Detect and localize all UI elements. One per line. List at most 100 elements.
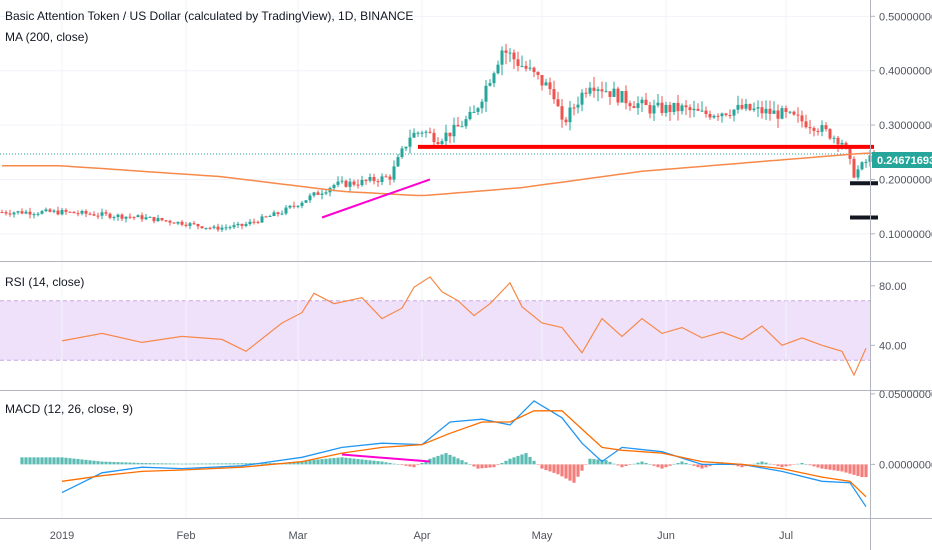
candle-body	[724, 113, 728, 116]
candle-body	[252, 221, 256, 223]
macd-histogram-bar	[220, 463, 224, 465]
macd-histogram-bar	[464, 462, 468, 465]
macd-histogram-bar	[184, 463, 188, 465]
candle-body	[20, 211, 24, 214]
candle-body	[852, 158, 856, 178]
candle-body	[148, 216, 152, 218]
macd-histogram-bar	[452, 456, 456, 465]
macd-histogram-bar	[208, 463, 212, 465]
signal-line	[61, 410, 867, 498]
candle-body	[832, 137, 836, 139]
candle-body	[648, 105, 652, 114]
macd-histogram-bar	[164, 463, 168, 465]
macd-histogram-bar	[692, 464, 696, 466]
candle-body	[584, 92, 588, 94]
macd-histogram-bar	[24, 457, 28, 465]
candle-body	[408, 137, 412, 147]
macd-histogram-bar	[492, 464, 496, 468]
macd-histogram-bar	[524, 453, 528, 465]
candle-body	[388, 176, 392, 180]
labels-layer: 2019 Feb Mar Apr May Jun Jul 0.50000000 0.400000…	[50, 11, 932, 542]
macd-histogram-bar	[544, 464, 548, 471]
macd-histogram-bar	[200, 463, 204, 465]
macd-histogram-bar	[832, 464, 836, 471]
candle-body	[384, 176, 388, 178]
candle-body	[636, 103, 640, 108]
candle-body	[640, 99, 644, 104]
candle-body	[260, 216, 264, 223]
candle-body	[160, 218, 164, 221]
candle-body	[556, 99, 560, 107]
candle-body	[588, 87, 592, 94]
macd-histogram-bar	[436, 455, 440, 465]
candle-body	[596, 89, 600, 91]
macd-histogram-bar	[32, 457, 36, 465]
macd-histogram-bar	[440, 454, 444, 465]
candle-body	[532, 67, 536, 72]
candle-body	[4, 212, 8, 214]
candle-body	[156, 218, 160, 222]
macd-histogram-bar	[864, 464, 868, 478]
candle-body	[764, 108, 768, 114]
candle-body	[40, 211, 44, 214]
macd-histogram-bar	[300, 460, 304, 465]
macd-histogram-bar	[392, 463, 396, 465]
candle-body	[64, 209, 68, 212]
macd-histogram-bar	[660, 464, 664, 469]
candle-body	[128, 216, 132, 218]
macd-histogram-bar	[328, 458, 332, 465]
macd-histogram-bar	[212, 463, 216, 465]
candle-body	[432, 132, 436, 143]
candle-body	[664, 104, 668, 113]
candle-body	[320, 193, 324, 195]
macd-histogram-bar	[248, 463, 252, 465]
macd-histogram-bar	[28, 457, 32, 465]
macd-histogram-bar	[496, 464, 500, 466]
candle-body	[476, 108, 480, 112]
macd-histogram-bar	[580, 464, 584, 471]
macd-histogram-bar	[336, 457, 340, 465]
macd-histogram-bar	[460, 460, 464, 465]
macd-histogram-bar	[72, 458, 76, 465]
candle-body	[240, 223, 244, 226]
macd-histogram-bar	[532, 460, 536, 465]
macd-histogram-bar	[216, 463, 220, 465]
macd-histogram-bar	[756, 462, 760, 465]
macd-histogram-bar	[840, 464, 844, 472]
macd-histogram-bar	[848, 464, 852, 474]
candle-body	[280, 213, 284, 215]
candle-body	[524, 65, 528, 69]
candle-body	[520, 65, 524, 67]
macd-histogram-bar	[468, 464, 472, 465]
candle-body	[748, 104, 752, 111]
candle-body	[488, 83, 492, 86]
candle-body	[308, 195, 312, 201]
macd-histogram-bar	[112, 461, 116, 465]
macd-histogram-bar	[624, 464, 628, 467]
candle-body	[52, 210, 56, 212]
date-tick-label: Jul	[779, 530, 793, 542]
candle-body	[560, 106, 564, 120]
candle-body	[500, 50, 504, 65]
macd-histogram-bar	[604, 460, 608, 465]
candle-body	[276, 212, 280, 215]
candle-body	[204, 227, 208, 229]
rsi-tick-label: 40.00	[879, 340, 907, 352]
candle-body	[644, 99, 648, 106]
candle-body	[228, 227, 232, 229]
candle-body	[444, 132, 448, 142]
candle-body	[812, 128, 816, 131]
macd-histogram-bar	[824, 464, 828, 470]
macd-histogram-bar	[812, 464, 816, 467]
candle-body	[456, 124, 460, 127]
macd-histogram-bar	[136, 462, 140, 465]
macd-histogram-bar	[844, 464, 848, 473]
macd-histogram-bar	[76, 459, 80, 465]
macd-histogram-bar	[520, 454, 524, 465]
candle-body	[792, 111, 796, 115]
macd-histogram-bar	[612, 463, 616, 465]
macd-histogram-bar	[700, 464, 704, 469]
macd-histogram-bar	[120, 462, 124, 465]
